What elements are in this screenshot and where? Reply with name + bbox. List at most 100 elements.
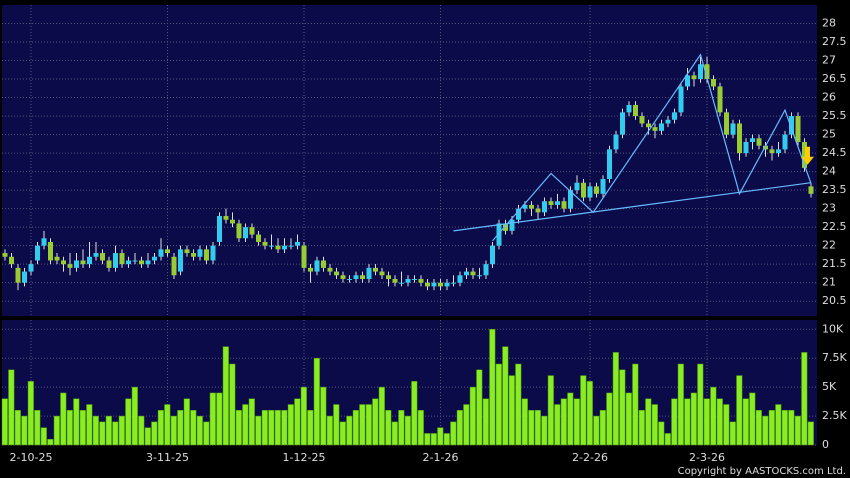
candle-body: [269, 245, 274, 247]
candle-body: [334, 271, 339, 276]
y-tick-label: 5K: [822, 380, 837, 393]
volume-bar: [736, 375, 743, 446]
candle-body: [633, 104, 638, 117]
candle-body: [145, 260, 151, 265]
candle-body: [659, 123, 664, 131]
volume-bar: [645, 398, 652, 446]
candle-body: [724, 112, 729, 135]
y-tick-label: 24.5: [822, 146, 847, 159]
candle-body: [301, 245, 307, 268]
volume-bar: [586, 381, 593, 446]
volume-bar: [632, 363, 639, 446]
candle-body: [568, 190, 573, 209]
candle-body: [340, 275, 346, 279]
candle-body: [48, 241, 53, 261]
y-tick-label: 25: [822, 128, 836, 141]
candle-body: [54, 256, 60, 261]
candle-body: [711, 79, 716, 87]
volume-bar: [138, 415, 145, 446]
volume-bar: [391, 421, 398, 446]
volume-bar: [170, 415, 177, 446]
volume-bar: [190, 410, 197, 446]
volume-bar: [40, 427, 47, 446]
volume-bar: [144, 427, 151, 446]
volume-bar: [768, 410, 775, 446]
volume-bar: [469, 386, 476, 446]
volume-bar: [430, 433, 437, 446]
volume-bar: [281, 410, 288, 446]
price-panel: [2, 5, 817, 316]
volume-bar: [703, 398, 710, 446]
candle-body: [704, 64, 710, 80]
volume-bar: [300, 386, 307, 446]
volume-bar: [248, 398, 255, 446]
candle-body: [496, 223, 502, 246]
y-tick-label: 22: [822, 239, 836, 252]
candle-body: [282, 245, 287, 250]
candle-body: [373, 267, 378, 272]
candle-body: [665, 119, 671, 124]
candle-body: [581, 182, 586, 198]
volume-bar: [216, 392, 223, 446]
x-tick-label: 1-12-25: [283, 451, 326, 464]
candle-body: [789, 116, 794, 135]
volume-bar: [398, 410, 405, 446]
candle-body: [509, 219, 515, 231]
candle-body: [483, 264, 489, 276]
y-tick-label: 7.5K: [822, 351, 847, 364]
candle-body: [35, 245, 40, 261]
candle-body: [210, 245, 216, 261]
candle-body: [756, 138, 762, 146]
candle-body: [691, 75, 697, 80]
volume-bar: [118, 415, 125, 446]
volume-bar: [534, 410, 541, 446]
volume-bar: [47, 438, 54, 446]
candle-body: [61, 260, 66, 265]
candle-body: [275, 245, 281, 250]
candle-body: [204, 249, 209, 261]
volume-bar: [515, 363, 522, 446]
candle-body: [405, 278, 411, 283]
y-tick-label: 25.5: [822, 109, 847, 122]
candle-body: [28, 264, 34, 272]
volume-bar: [593, 415, 600, 446]
volume-bar: [229, 363, 236, 446]
candle-body: [535, 208, 541, 213]
y-tick-label: 21.5: [822, 257, 847, 270]
volume-bar: [183, 398, 190, 446]
candle-body: [795, 116, 801, 142]
candle-body: [399, 282, 404, 284]
candle-body: [249, 227, 255, 235]
volume-bar: [450, 421, 457, 446]
y-tick-label: 27: [822, 54, 836, 67]
volume-bar: [21, 415, 28, 446]
candle-body: [262, 241, 268, 246]
volume-bar: [547, 375, 554, 446]
candle-body: [802, 141, 807, 168]
y-tick-label: 22.5: [822, 220, 847, 233]
y-tick-label: 2.5K: [822, 409, 847, 422]
candle-body: [327, 267, 333, 272]
volume-bar: [294, 398, 301, 446]
volume-bar: [313, 357, 320, 446]
y-tick-label: 26: [822, 91, 836, 104]
volume-bar: [664, 433, 671, 446]
candle-body: [613, 134, 619, 150]
candle-body: [698, 64, 703, 80]
candle-body: [431, 282, 437, 287]
candle-body: [379, 271, 385, 276]
candle-body: [555, 201, 560, 205]
volume-bar: [437, 427, 444, 446]
volume-bar: [378, 386, 385, 446]
candle-body: [464, 271, 469, 276]
candle-body: [243, 227, 248, 239]
volume-bar: [287, 404, 294, 446]
candle-body: [217, 216, 222, 242]
candle-body: [366, 267, 372, 279]
volume-bar: [255, 415, 262, 446]
candle-body: [67, 264, 73, 268]
volume-bar: [60, 392, 67, 446]
candle-body: [184, 249, 190, 254]
volume-bar: [131, 386, 138, 446]
candle-body: [93, 253, 99, 257]
